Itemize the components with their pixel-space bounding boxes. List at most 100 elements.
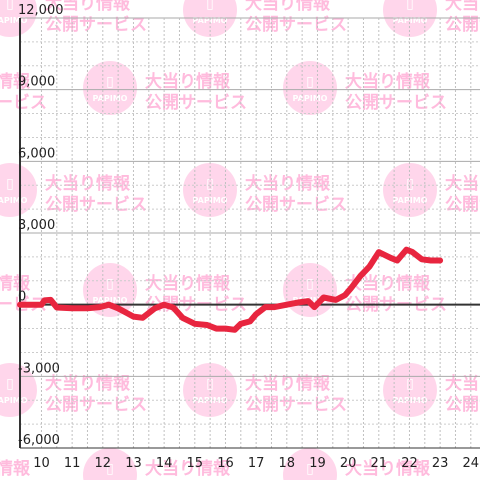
watermark-phone-icon: ▯ xyxy=(106,461,114,477)
watermark-logo-circle xyxy=(0,163,37,217)
watermark-phone-icon: ▯ xyxy=(106,276,114,292)
watermark-line2: 公開サービス xyxy=(45,195,147,215)
y-tick-label: -3,000 xyxy=(18,361,60,376)
watermark-phone-icon: ▯ xyxy=(406,176,414,192)
chart-series xyxy=(17,246,444,333)
watermark-phone-icon: ▯ xyxy=(406,0,414,12)
watermark-phone-icon: ▯ xyxy=(6,0,14,12)
watermark-line1: 大当り情報 xyxy=(45,373,131,394)
x-tick-label: 18 xyxy=(279,456,296,471)
watermark-line1: 大当り情報 xyxy=(445,173,480,194)
watermark-line1: 大当り情報 xyxy=(145,273,231,294)
watermark-logo-circle xyxy=(0,0,37,37)
x-tick-label: 21 xyxy=(371,456,388,471)
y-tick-label: 3,000 xyxy=(18,218,55,233)
watermark-phone-icon: ▯ xyxy=(306,461,314,477)
watermark-phone-icon: ▯ xyxy=(6,376,14,392)
x-tick-label: 19 xyxy=(309,456,326,471)
watermark-logo-text: PAPIMO xyxy=(0,16,28,25)
watermark-line2: 公開サービス xyxy=(245,395,347,415)
watermark-logo-text: PAPIMO xyxy=(393,396,428,405)
watermark-logo-circle xyxy=(283,448,337,480)
x-tick-label: 10 xyxy=(33,456,50,471)
y-tick-label: 9,000 xyxy=(18,75,55,90)
watermark-line2: 公開サービス xyxy=(0,93,47,113)
x-tick-label: 24 xyxy=(463,456,480,471)
x-tick-label: 12 xyxy=(95,456,112,471)
watermark-line2: 公開サービス xyxy=(45,15,147,35)
watermark-logo-circle xyxy=(83,263,137,317)
watermark-line1: 大当り情報 xyxy=(145,458,231,479)
watermark-line2: 公開サービス xyxy=(145,93,247,113)
watermark-line2: 公開サービス xyxy=(345,93,447,113)
watermark-phone-icon: ▯ xyxy=(206,0,214,12)
watermark-line1: 大当り情報 xyxy=(445,0,480,14)
watermark-phone-icon: ▯ xyxy=(306,276,314,292)
watermark-logo-text: PAPIMO xyxy=(293,94,328,103)
x-tick-label: 22 xyxy=(401,456,418,471)
watermark-logo-text: PAPIMO xyxy=(193,196,228,205)
x-tick-label: 16 xyxy=(217,456,234,471)
watermark-logo-text: PAPIMO xyxy=(393,196,428,205)
watermark-line1: 大当り情報 xyxy=(245,373,331,394)
watermark-logo-text: PAPIMO xyxy=(0,396,28,405)
watermark-line1: 大当り情報 xyxy=(245,173,331,194)
x-tick-label: 13 xyxy=(125,456,142,471)
watermark-logo-text: PAPIMO xyxy=(193,396,228,405)
x-tick-label: 15 xyxy=(187,456,204,471)
watermark-line1: 大当り情報 xyxy=(45,0,131,14)
x-tick-label: 23 xyxy=(432,456,449,471)
y-tick-label: 0 xyxy=(18,290,26,305)
watermark-line1: 大当り情報 xyxy=(245,0,331,14)
watermark-line1: 大当り情報 xyxy=(45,173,131,194)
watermark-line1: 大当り情報 xyxy=(145,71,231,92)
watermark-line1: 大当り情報 xyxy=(345,71,431,92)
watermark-phone-icon: ▯ xyxy=(6,176,14,192)
watermark-phone-icon: ▯ xyxy=(306,74,314,90)
watermark-logo-text: PAPIMO xyxy=(93,296,128,305)
x-tick-label: 17 xyxy=(248,456,265,471)
series-line xyxy=(17,246,444,333)
watermark-logo-text: PAPIMO xyxy=(93,94,128,103)
watermark-logo-circle xyxy=(283,61,337,115)
chart-grid xyxy=(20,17,480,449)
watermark-line1: 大当り情報 xyxy=(0,273,31,294)
watermark-line1: 大当り情報 xyxy=(345,458,431,479)
x-tick-label: 20 xyxy=(340,456,357,471)
watermark-logo-circle xyxy=(383,163,437,217)
y-tick-label: 12,000 xyxy=(18,3,64,18)
y-tick-label: -6,000 xyxy=(18,433,60,448)
watermark-phone-icon: ▯ xyxy=(406,376,414,392)
watermark-line2: 公開サービス xyxy=(245,15,347,35)
chart-tick-labels: 12,000 9,000 6,000 3,000 0 -3,000 -6,000 10 11 12… xyxy=(18,3,479,471)
x-tick-label: 11 xyxy=(64,456,81,471)
watermark-logo-text: PAPIMO xyxy=(393,16,428,25)
watermark-line2: 公開サービス xyxy=(45,395,147,415)
watermark-line2: 公開サービス xyxy=(245,195,347,215)
watermark-logo-circle xyxy=(83,61,137,115)
x-tick-label: 14 xyxy=(156,456,173,471)
watermark-phone-icon: ▯ xyxy=(106,74,114,90)
watermark-logo-text: PAPIMO xyxy=(193,16,228,25)
watermark-line1: 大当り情報 xyxy=(0,458,31,479)
y-tick-label: 6,000 xyxy=(18,146,55,161)
watermark-logo-text: PAPIMO xyxy=(0,196,28,205)
watermark-line2: 公開サービス xyxy=(445,195,480,215)
watermark-logo-circle xyxy=(83,448,137,480)
watermark-line1: 大当り情報 xyxy=(0,71,31,92)
watermark-line2: 公開サービス xyxy=(445,395,480,415)
